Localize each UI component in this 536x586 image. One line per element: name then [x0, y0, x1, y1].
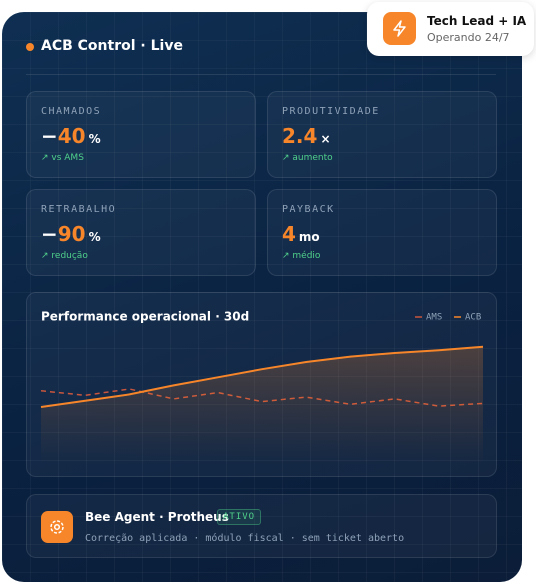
stat-number: 40 — [57, 124, 86, 148]
area — [41, 346, 483, 465]
live-dot — [26, 43, 34, 51]
badge: Tech Lead + IA Operando 24/7 — [367, 2, 534, 56]
stat-unit: mo — [298, 230, 320, 244]
stat-sign: − — [41, 222, 58, 246]
stat-unit: % — [88, 132, 101, 146]
stat-label: PRODUTIVIDADE — [282, 106, 380, 117]
stat-label: PAYBACK — [282, 204, 335, 215]
header-title: ACB Control · Live — [41, 38, 183, 54]
stat-card: PAYBACK 4 mo ↗ médio — [267, 189, 497, 276]
divider — [26, 74, 496, 75]
agent-panel: Bee Agent · Protheus ATIVO Correção apli… — [26, 494, 497, 558]
badge-subtitle: Operando 24/7 — [427, 31, 510, 44]
stat-note: ↗ médio — [282, 251, 321, 261]
gear-icon — [50, 520, 64, 534]
stat-unit: % — [88, 230, 101, 244]
line — [40, 345, 484, 408]
chart-title: Performance operacional · 30d — [41, 310, 249, 324]
agent-detail: Correção aplicada · módulo fiscal · sem … — [85, 533, 405, 544]
stat-value: −90% — [41, 222, 101, 246]
stat-label: RETRABALHO — [41, 204, 117, 215]
stat-card: CHAMADOS −40% ↗ vs AMS — [26, 91, 256, 178]
stat-value: 2.4 × — [282, 124, 331, 148]
legend-label: ACB — [465, 313, 481, 323]
stat-label: CHAMADOS — [41, 106, 102, 117]
badge-icon — [383, 12, 416, 45]
agent-title: Bee Agent · Protheus — [85, 510, 229, 524]
stat-card: RETRABALHO −90% ↗ redução — [26, 189, 256, 276]
stat-number: 90 — [57, 222, 86, 246]
legend-label: AMS — [426, 313, 442, 323]
stat-note: ↗ redução — [41, 251, 88, 261]
badge-title: Tech Lead + IA — [427, 14, 527, 28]
stat-note: ↗ aumento — [282, 153, 333, 163]
bolt-icon — [393, 20, 406, 37]
dashboard-card — [2, 12, 522, 582]
stat-number: 4 — [282, 222, 296, 246]
stat-note: ↗ vs AMS — [41, 153, 84, 163]
status-badge: ATIVO — [217, 509, 262, 525]
agent-icon — [41, 511, 73, 543]
stat-card: PRODUTIVIDADE 2.4 × ↗ aumento — [267, 91, 497, 178]
stat-value: 4 mo — [282, 222, 320, 246]
stat-value: −40% — [41, 124, 101, 148]
stat-number: 2.4 — [282, 124, 318, 148]
stat-unit: × — [320, 132, 331, 146]
stat-sign: − — [41, 124, 58, 148]
